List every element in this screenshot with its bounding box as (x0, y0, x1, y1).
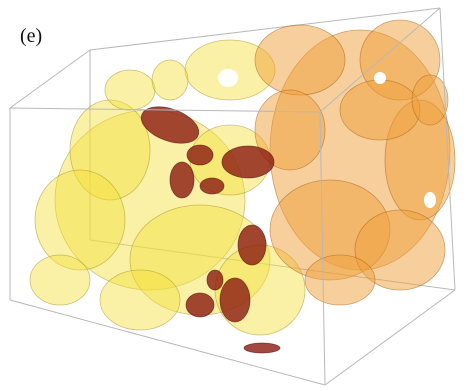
yellow-surfaces (30, 40, 305, 335)
panel-label: (e) (20, 25, 42, 47)
figure: (e) (0, 0, 469, 391)
orange-surfaces (255, 20, 455, 305)
